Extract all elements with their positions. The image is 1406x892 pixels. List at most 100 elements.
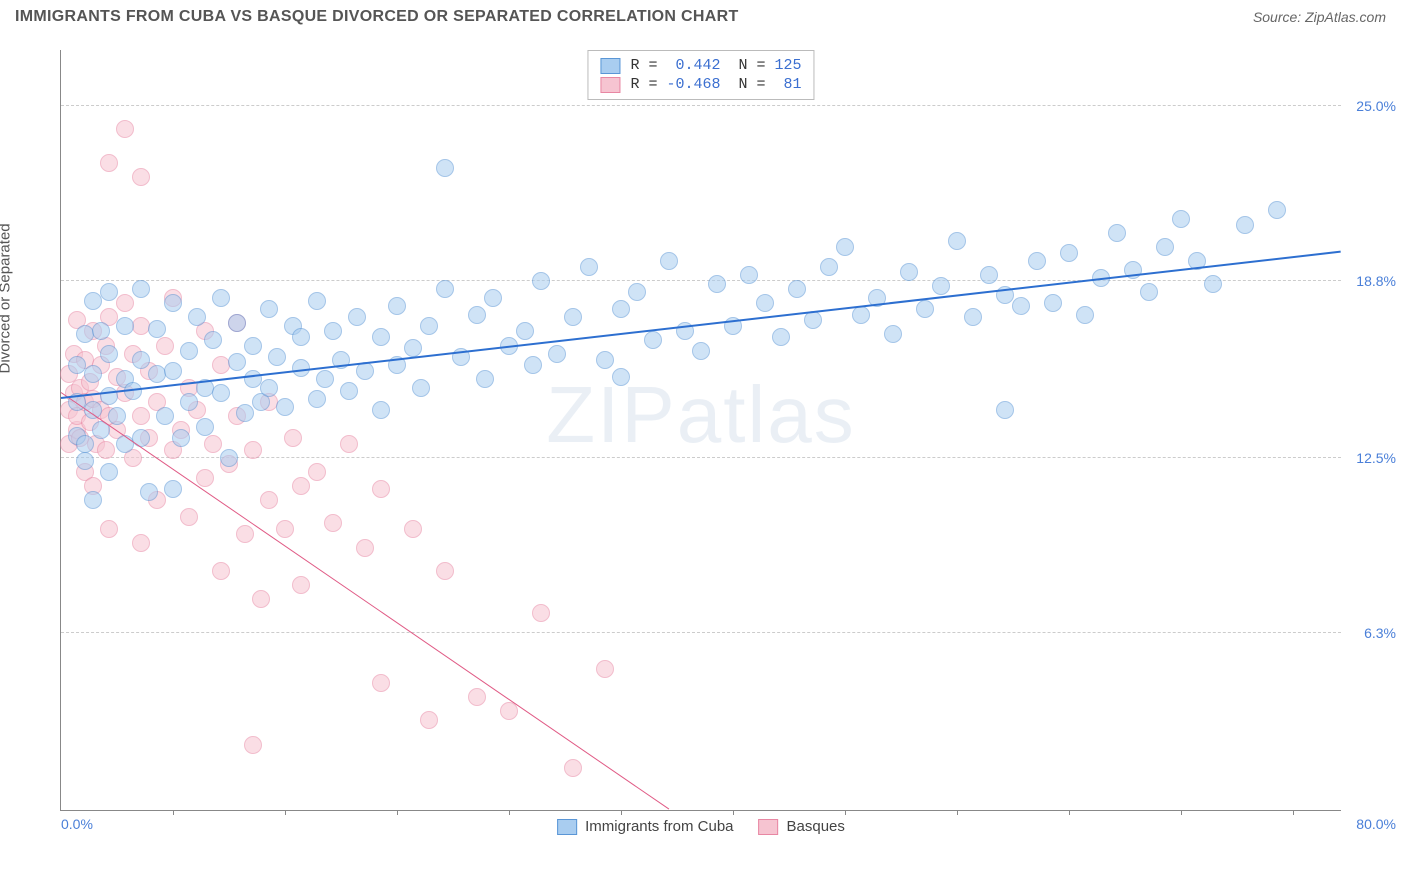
basque-point xyxy=(244,441,262,459)
cuba-point xyxy=(220,449,238,467)
basque-trendline xyxy=(61,393,670,810)
cuba-point xyxy=(644,331,662,349)
cuba-point xyxy=(268,348,286,366)
cuba-point xyxy=(660,252,678,270)
cuba-point xyxy=(92,322,110,340)
cuba-point xyxy=(932,277,950,295)
cuba-point xyxy=(100,463,118,481)
cuba-point xyxy=(820,258,838,276)
x-tick xyxy=(1069,810,1070,815)
x-max-label: 80.0% xyxy=(1356,816,1396,832)
cuba-point xyxy=(260,379,278,397)
cuba-point xyxy=(292,328,310,346)
x-tick xyxy=(1293,810,1294,815)
cuba-point xyxy=(132,351,150,369)
basque-point xyxy=(284,429,302,447)
swatch-basque-icon xyxy=(759,819,779,835)
basque-point xyxy=(212,562,230,580)
cuba-point xyxy=(1140,283,1158,301)
cuba-point xyxy=(1028,252,1046,270)
cuba-point xyxy=(852,306,870,324)
legend-item-cuba: Immigrants from Cuba xyxy=(557,818,733,835)
stats-legend: R = 0.442 N = 125 R = -0.468 N = 81 xyxy=(587,50,814,100)
series-legend: Immigrants from Cuba Basques xyxy=(557,818,845,835)
basque-point xyxy=(132,407,150,425)
cuba-point xyxy=(436,159,454,177)
x-tick xyxy=(1181,810,1182,815)
x-tick xyxy=(845,810,846,815)
basque-point xyxy=(404,520,422,538)
cuba-point xyxy=(468,306,486,324)
cuba-point xyxy=(964,308,982,326)
cuba-r-value: 0.442 xyxy=(675,57,720,74)
basque-point xyxy=(97,441,115,459)
swatch-cuba-icon xyxy=(557,819,577,835)
basque-n-value: 81 xyxy=(784,76,802,93)
cuba-point xyxy=(348,308,366,326)
cuba-point xyxy=(1156,238,1174,256)
basque-point xyxy=(372,674,390,692)
cuba-point xyxy=(1012,297,1030,315)
cuba-point xyxy=(372,328,390,346)
cuba-point xyxy=(900,263,918,281)
cuba-point xyxy=(388,297,406,315)
cuba-point xyxy=(692,342,710,360)
legend-label-cuba: Immigrants from Cuba xyxy=(585,818,733,835)
cuba-point xyxy=(196,418,214,436)
y-tick-label: 18.8% xyxy=(1356,273,1396,289)
cuba-point xyxy=(612,300,630,318)
cuba-point xyxy=(164,480,182,498)
cuba-point xyxy=(172,429,190,447)
cuba-point xyxy=(84,491,102,509)
cuba-point xyxy=(708,275,726,293)
cuba-point xyxy=(132,429,150,447)
basque-point xyxy=(436,562,454,580)
x-tick xyxy=(397,810,398,815)
basque-point xyxy=(204,435,222,453)
cuba-point xyxy=(596,351,614,369)
cuba-point xyxy=(948,232,966,250)
cuba-point xyxy=(980,266,998,284)
cuba-point xyxy=(164,362,182,380)
cuba-point xyxy=(276,398,294,416)
cuba-point xyxy=(132,280,150,298)
cuba-point xyxy=(580,258,598,276)
x-tick xyxy=(733,810,734,815)
cuba-point xyxy=(140,483,158,501)
cuba-point xyxy=(76,452,94,470)
cuba-point xyxy=(164,294,182,312)
chart-container: Divorced or Separated ZIPatlas R = 0.442… xyxy=(15,40,1391,840)
cuba-point xyxy=(420,317,438,335)
cuba-point xyxy=(1060,244,1078,262)
cuba-point xyxy=(740,266,758,284)
cuba-point xyxy=(612,368,630,386)
cuba-point xyxy=(260,300,278,318)
basque-point xyxy=(116,120,134,138)
gridline xyxy=(61,632,1341,633)
basque-r-value: -0.468 xyxy=(666,76,720,93)
cuba-point xyxy=(204,331,222,349)
cuba-point xyxy=(180,393,198,411)
cuba-point xyxy=(772,328,790,346)
cuba-point xyxy=(372,401,390,419)
cuba-point xyxy=(756,294,774,312)
swatch-basque-icon xyxy=(600,77,620,93)
basque-point xyxy=(420,711,438,729)
basque-point xyxy=(132,534,150,552)
basque-point xyxy=(292,477,310,495)
y-tick-label: 25.0% xyxy=(1356,98,1396,114)
cuba-point xyxy=(476,370,494,388)
x-tick xyxy=(621,810,622,815)
cuba-point xyxy=(1236,216,1254,234)
gridline xyxy=(61,105,1341,106)
cuba-point xyxy=(236,404,254,422)
cuba-point xyxy=(76,325,94,343)
cuba-point xyxy=(548,345,566,363)
basque-point xyxy=(276,520,294,538)
basque-point xyxy=(308,463,326,481)
y-axis-label: Divorced or Separated xyxy=(0,223,14,373)
cuba-point xyxy=(524,356,542,374)
cuba-point xyxy=(116,317,134,335)
y-tick-label: 12.5% xyxy=(1356,450,1396,466)
x-tick xyxy=(285,810,286,815)
